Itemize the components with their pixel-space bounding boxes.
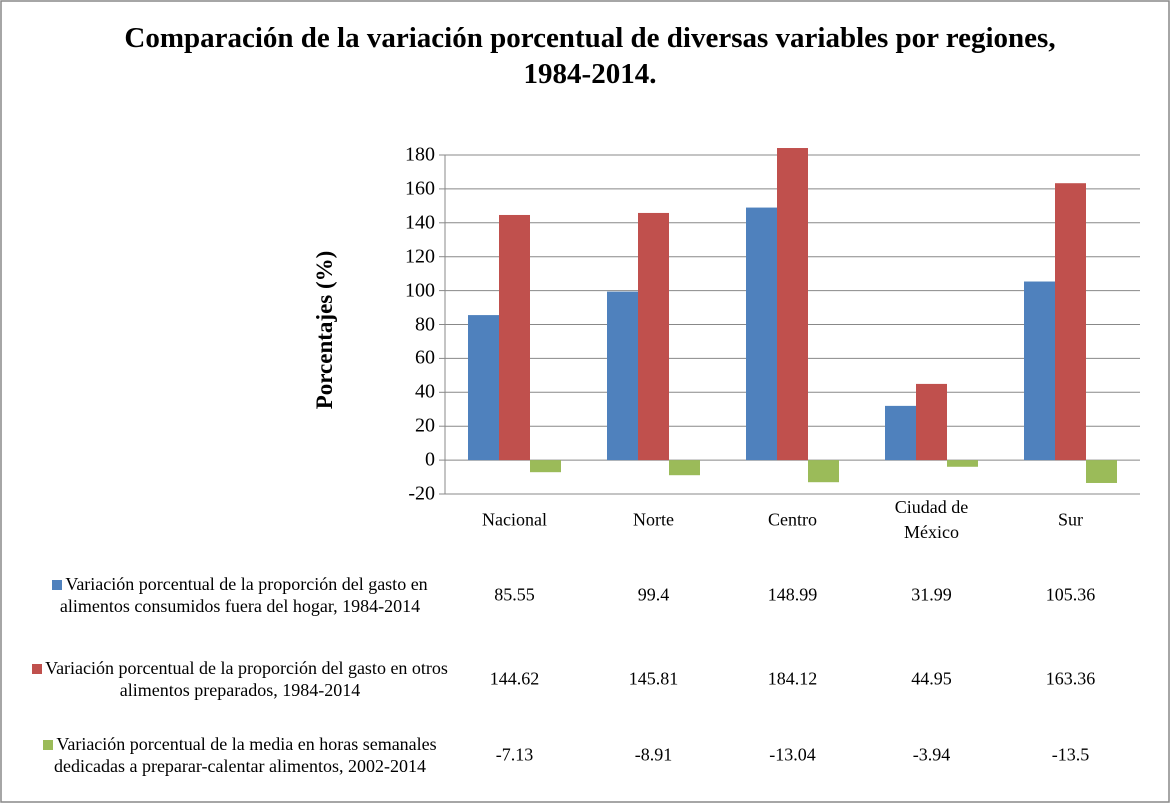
- y-axis-title: Porcentajes (%): [312, 250, 337, 410]
- legend-label: Variación porcentual de la proporción de…: [59, 574, 428, 616]
- data-table-value: 44.95: [911, 668, 952, 689]
- legend-entry: Variación porcentual de la proporción de…: [30, 573, 450, 617]
- data-table-value: -3.94: [912, 744, 951, 765]
- data-table-value: 184.12: [767, 668, 818, 689]
- x-tick-label: Sur: [1057, 509, 1083, 530]
- y-tick-label: 180: [405, 143, 435, 166]
- data-table-value: -13.5: [1051, 744, 1090, 765]
- data-table-value: 145.81: [628, 668, 679, 689]
- bar: [777, 148, 808, 461]
- x-tick-label: Ciudad de México: [894, 497, 969, 542]
- data-table-value: -8.91: [634, 744, 673, 765]
- y-tick-label: 80: [415, 313, 435, 335]
- legend-entry: Variación porcentual de la media en hora…: [30, 733, 450, 777]
- bar: [947, 460, 978, 467]
- bar: [885, 405, 916, 461]
- bar: [1024, 281, 1055, 461]
- x-tick-label: Norte: [633, 509, 674, 530]
- data-table-value: -13.04: [769, 744, 816, 765]
- legend-swatch: [32, 664, 43, 674]
- y-tick-label: 100: [405, 279, 435, 302]
- legend-entry: Variación porcentual de la proporción de…: [30, 657, 450, 701]
- y-tick-label: 0: [425, 448, 435, 471]
- bar: [1055, 183, 1086, 461]
- y-tick-label: -20: [408, 482, 435, 505]
- bar: [530, 460, 561, 473]
- y-tick-label: 60: [415, 346, 435, 369]
- legend-label: Variación porcentual de la media en hora…: [54, 734, 437, 776]
- bar: [499, 214, 530, 461]
- x-tick-label: Nacional: [482, 509, 547, 530]
- bar: [916, 383, 947, 461]
- legend-swatch: [52, 580, 63, 590]
- bar: [669, 460, 700, 476]
- legend-swatch: [43, 740, 54, 750]
- data-table-value: 144.62: [489, 668, 540, 689]
- bar: [808, 460, 839, 483]
- data-table-value: 85.55: [494, 584, 535, 605]
- y-tick-label: 20: [415, 414, 435, 437]
- bar: [746, 207, 777, 461]
- data-table-value: 31.99: [911, 584, 952, 605]
- y-tick-label: 40: [415, 380, 435, 403]
- bar: [468, 315, 499, 461]
- x-tick-label: Centro: [768, 509, 817, 530]
- bar: [607, 291, 638, 461]
- data-table-value: 148.99: [767, 584, 818, 605]
- bar: [1086, 460, 1117, 483]
- y-tick-label: 140: [405, 211, 435, 234]
- data-table-value: 99.4: [637, 584, 670, 605]
- bar: [638, 212, 669, 461]
- y-tick-label: 160: [405, 177, 435, 200]
- data-table-value: 105.36: [1045, 584, 1096, 605]
- chart-title: Comparación de la variación porcentual d…: [124, 22, 1056, 90]
- y-tick-label: 120: [405, 245, 435, 268]
- data-table-value: 163.36: [1045, 668, 1096, 689]
- legend-label: Variación porcentual de la proporción de…: [45, 658, 448, 700]
- data-table-value: -7.13: [495, 744, 534, 765]
